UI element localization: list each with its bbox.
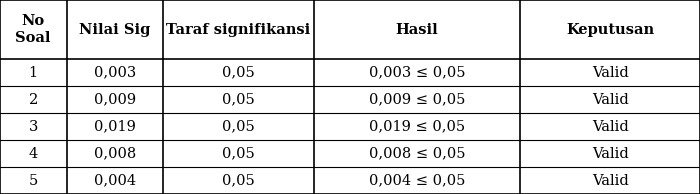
- Text: Keputusan: Keputusan: [566, 23, 654, 37]
- Text: 0,009: 0,009: [94, 93, 136, 107]
- Text: Hasil: Hasil: [395, 23, 438, 37]
- Text: 0,05: 0,05: [222, 173, 255, 188]
- Text: Nilai Sig: Nilai Sig: [79, 23, 150, 37]
- Text: Valid: Valid: [592, 173, 629, 188]
- Text: 0,05: 0,05: [222, 93, 255, 107]
- Text: 0,019 ≤ 0,05: 0,019 ≤ 0,05: [369, 120, 465, 134]
- Text: 0,019: 0,019: [94, 120, 136, 134]
- Text: 3: 3: [29, 120, 38, 134]
- Text: 0,004: 0,004: [94, 173, 136, 188]
- Text: Valid: Valid: [592, 66, 629, 80]
- Text: 0,008: 0,008: [94, 146, 136, 161]
- Text: 4: 4: [29, 146, 38, 161]
- Text: Valid: Valid: [592, 146, 629, 161]
- Text: 0,009 ≤ 0,05: 0,009 ≤ 0,05: [369, 93, 465, 107]
- Text: 1: 1: [29, 66, 38, 80]
- Text: Taraf signifikansi: Taraf signifikansi: [166, 23, 311, 37]
- Text: No
Soal: No Soal: [15, 15, 51, 45]
- Text: Valid: Valid: [592, 93, 629, 107]
- Text: 0,05: 0,05: [222, 120, 255, 134]
- Text: 0,004 ≤ 0,05: 0,004 ≤ 0,05: [369, 173, 465, 188]
- Text: 0,05: 0,05: [222, 66, 255, 80]
- Text: 0,008 ≤ 0,05: 0,008 ≤ 0,05: [369, 146, 465, 161]
- Text: 0,05: 0,05: [222, 146, 255, 161]
- Text: 0,003: 0,003: [94, 66, 136, 80]
- Text: 2: 2: [29, 93, 38, 107]
- Text: 0,003 ≤ 0,05: 0,003 ≤ 0,05: [369, 66, 465, 80]
- Text: 5: 5: [29, 173, 38, 188]
- Text: Valid: Valid: [592, 120, 629, 134]
